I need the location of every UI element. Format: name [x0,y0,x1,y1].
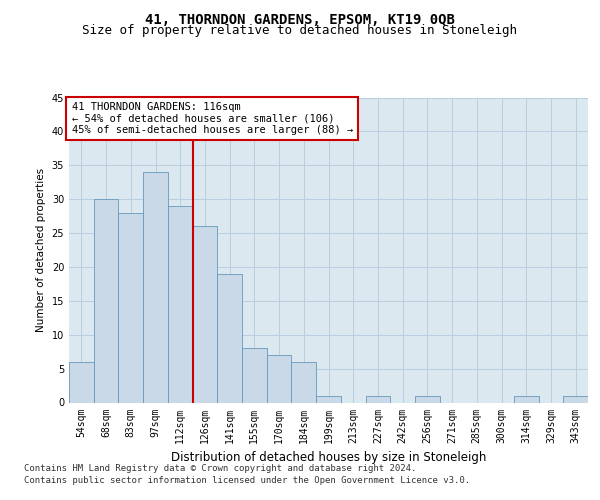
Bar [514,396,539,402]
Bar [415,396,440,402]
Text: 41, THORNDON GARDENS, EPSOM, KT19 0QB: 41, THORNDON GARDENS, EPSOM, KT19 0QB [145,12,455,26]
Bar [217,274,242,402]
Bar [242,348,267,403]
Text: Contains public sector information licensed under the Open Government Licence v3: Contains public sector information licen… [24,476,470,485]
Bar [118,212,143,402]
Bar [563,396,588,402]
Bar [316,396,341,402]
Bar [292,362,316,403]
Y-axis label: Number of detached properties: Number of detached properties [36,168,46,332]
Bar [365,396,390,402]
X-axis label: Distribution of detached houses by size in Stoneleigh: Distribution of detached houses by size … [171,451,486,464]
Bar [267,355,292,403]
Text: 41 THORNDON GARDENS: 116sqm
← 54% of detached houses are smaller (106)
45% of se: 41 THORNDON GARDENS: 116sqm ← 54% of det… [71,102,353,136]
Text: Size of property relative to detached houses in Stoneleigh: Size of property relative to detached ho… [83,24,517,37]
Bar [143,172,168,402]
Bar [193,226,217,402]
Text: Contains HM Land Registry data © Crown copyright and database right 2024.: Contains HM Land Registry data © Crown c… [24,464,416,473]
Bar [168,206,193,402]
Bar [69,362,94,403]
Bar [94,199,118,402]
